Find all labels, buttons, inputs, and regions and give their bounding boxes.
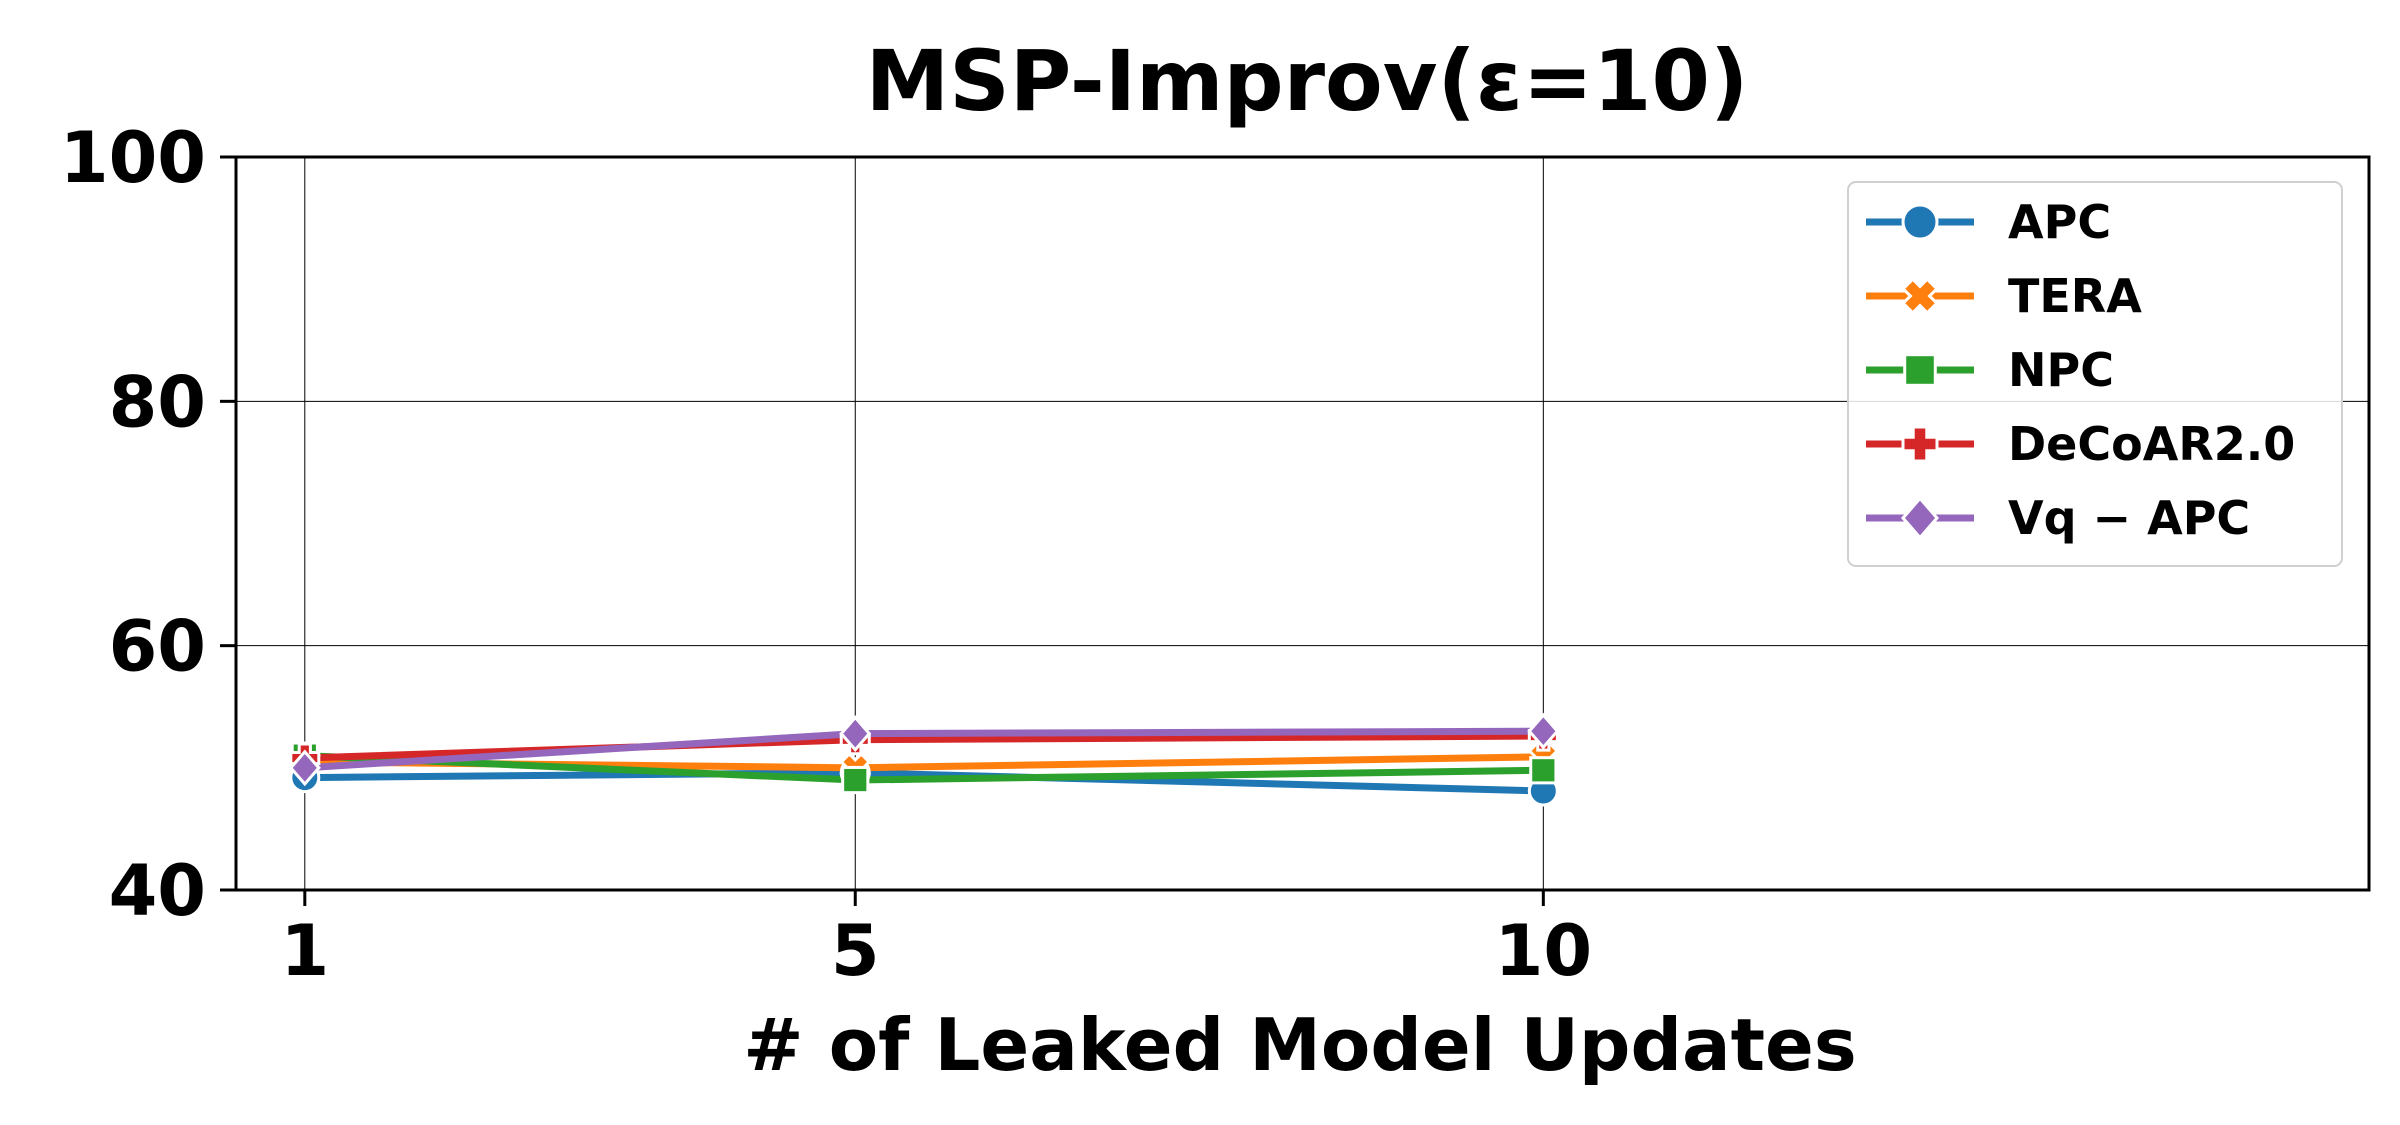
x-tick-label: 10 [1495, 910, 1592, 992]
x-tick-label: 5 [831, 910, 880, 992]
legend-label: APC [2008, 195, 2111, 249]
y-tick-label: 100 [60, 117, 206, 199]
plot-frame [234, 155, 2371, 892]
legend-label: Vq − APC [2008, 491, 2250, 545]
data-point [841, 765, 870, 795]
y-tick-label: 80 [109, 361, 206, 443]
legend: APC TERA NPC DeCoAR2.0 Vq − APC [1847, 181, 2343, 567]
data-point [288, 749, 321, 787]
data-point [1527, 712, 1560, 750]
legend-label: NPC [2008, 343, 2114, 397]
x-axis-label: # of Leaked Model Updates [743, 1003, 1856, 1087]
legend-marker [1901, 425, 1939, 463]
chart-title: MSP-Improv(ε=10) [866, 32, 1749, 130]
x-axis-ticks: 1 5 10 [280, 890, 1592, 992]
legend-marker [1901, 496, 1939, 540]
legend-marker [1903, 353, 1937, 387]
legend-label: DeCoAR2.0 [2008, 417, 2295, 471]
x-tick-label: 1 [280, 910, 329, 992]
series-lines [301, 727, 1547, 795]
legend-marker [1901, 203, 1939, 241]
legend-marker [1901, 277, 1939, 315]
legend-box [1847, 181, 2343, 567]
legend-label: TERA [2008, 269, 2142, 323]
data-point [839, 715, 872, 753]
y-axis-ticks: 40 60 80 100 [60, 117, 236, 932]
y-tick-label: 60 [109, 606, 206, 688]
y-tick-label: 40 [109, 850, 206, 932]
data-point [1529, 756, 1558, 785]
series-markers [288, 712, 1560, 807]
